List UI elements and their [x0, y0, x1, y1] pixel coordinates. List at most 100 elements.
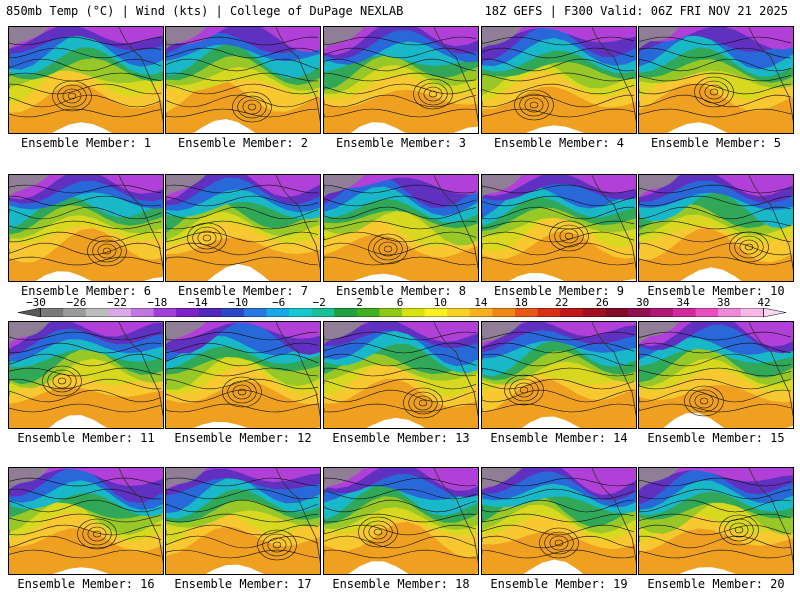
- header-run-info: 18Z GEFS | F300 Valid: 06Z FRI NOV 21 20…: [484, 4, 788, 18]
- ensemble-map-3: [323, 26, 479, 134]
- colorbar-ticks: −30 −26 −22 −18 −14 −10 −6 −2 2 6 10 14 18 22 26 30 34 38…: [0, 296, 800, 309]
- ensemble-member-label: Ensemble Member: 15: [647, 431, 785, 445]
- ensemble-map-8: [323, 174, 479, 282]
- ensemble-member-label: Ensemble Member: 18: [332, 577, 470, 591]
- colorbar-tick-label: −18: [147, 296, 168, 309]
- colorbar-tick-label: 10: [433, 296, 448, 309]
- ensemble-panel-19: Ensemble Member: 19: [481, 467, 637, 591]
- ensemble-panel-13: Ensemble Member: 13: [323, 321, 479, 445]
- ensemble-member-label: Ensemble Member: 8: [335, 284, 467, 298]
- colorbar-swatch: [740, 308, 764, 317]
- ensemble-panel-11: Ensemble Member: 11: [8, 321, 164, 445]
- ensemble-member-label: Ensemble Member: 12: [174, 431, 312, 445]
- ensemble-panel-2: Ensemble Member: 2: [165, 26, 321, 150]
- ensemble-panel-18: Ensemble Member: 18: [323, 467, 479, 591]
- ensemble-map-4: [481, 26, 637, 134]
- ensemble-member-label: Ensemble Member: 6: [20, 284, 152, 298]
- ensemble-panel-5: Ensemble Member: 5: [638, 26, 794, 150]
- ensemble-map-12: [165, 321, 321, 429]
- ensemble-panel-8: Ensemble Member: 8: [323, 174, 479, 298]
- ensemble-panel-20: Ensemble Member: 20: [638, 467, 794, 591]
- colorbar-tick-label: 30: [636, 296, 650, 309]
- ensemble-member-label: Ensemble Member: 5: [650, 136, 782, 150]
- colorbar-swatch: [673, 308, 696, 317]
- colorbar-tick-label: 2: [356, 296, 363, 309]
- ensemble-map-14: [481, 321, 637, 429]
- ensemble-member-label: Ensemble Member: 4: [493, 136, 625, 150]
- ensemble-panel-9: Ensemble Member: 9: [481, 174, 637, 298]
- colorbar-swatch: [379, 308, 403, 317]
- colorbar-swatch: [334, 308, 358, 317]
- colorbar-swatch: [695, 308, 719, 317]
- colorbar-tick-label: −6: [272, 296, 286, 309]
- colorbar-tick-label: −26: [66, 296, 87, 309]
- ensemble-panel-12: Ensemble Member: 12: [165, 321, 321, 445]
- colorbar-swatch: [108, 308, 132, 317]
- colorbar-tick-label: 18: [514, 296, 528, 309]
- ensemble-panel-15: Ensemble Member: 15: [638, 321, 794, 445]
- colorbar-swatch: [627, 308, 651, 317]
- colorbar-swatch: [130, 308, 154, 317]
- ensemble-panel-4: Ensemble Member: 4: [481, 26, 637, 150]
- ensemble-member-label: Ensemble Member: 10: [647, 284, 785, 298]
- colorbar-swatch: [356, 308, 380, 317]
- temperature-colorbar: [18, 308, 786, 317]
- colorbar-tick-label: 14: [474, 296, 488, 309]
- ensemble-panel-3: Ensemble Member: 3: [323, 26, 479, 150]
- colorbar-tick-label: −10: [228, 296, 249, 309]
- ensemble-map-17: [165, 467, 321, 575]
- colorbar-tick-label: −14: [187, 296, 208, 309]
- colorbar-arrow-right: [763, 308, 786, 317]
- ensemble-member-label: Ensemble Member: 9: [493, 284, 625, 298]
- ensemble-map-6: [8, 174, 164, 282]
- colorbar-tick-label: 22: [555, 296, 569, 309]
- colorbar-tick-label: 34: [676, 296, 690, 309]
- colorbar-swatch: [537, 308, 561, 317]
- ensemble-map-19: [481, 467, 637, 575]
- header-title: 850mb Temp (°C) | Wind (kts) | College o…: [6, 4, 404, 18]
- ensemble-panel-7: Ensemble Member: 7: [165, 174, 321, 298]
- colorbar-swatch: [266, 308, 290, 317]
- colorbar-swatch: [311, 308, 335, 317]
- ensemble-panel-6: Ensemble Member: 6: [8, 174, 164, 298]
- ensemble-member-label: Ensemble Member: 2: [177, 136, 309, 150]
- ensemble-member-label: Ensemble Member: 19: [490, 577, 628, 591]
- ensemble-map-18: [323, 467, 479, 575]
- colorbar-swatch: [605, 308, 629, 317]
- ensemble-map-10: [638, 174, 794, 282]
- ensemble-panel-16: Ensemble Member: 16: [8, 467, 164, 591]
- colorbar-swatch: [153, 308, 177, 317]
- colorbar-tick-label: 6: [396, 296, 404, 309]
- colorbar-swatch: [243, 308, 267, 317]
- ensemble-map-13: [323, 321, 479, 429]
- ensemble-panel-14: Ensemble Member: 14: [481, 321, 637, 445]
- colorbar-swatch: [198, 308, 222, 317]
- ensemble-member-label: Ensemble Member: 1: [20, 136, 152, 150]
- colorbar-swatch: [582, 308, 606, 317]
- ensemble-map-11: [8, 321, 164, 429]
- ensemble-map-2: [165, 26, 321, 134]
- ensemble-member-label: Ensemble Member: 20: [647, 577, 785, 591]
- colorbar-swatch: [447, 308, 471, 317]
- ensemble-panel-17: Ensemble Member: 17: [165, 467, 321, 591]
- ensemble-map-20: [638, 467, 794, 575]
- colorbar-swatch: [469, 308, 493, 317]
- colorbar-swatch: [63, 308, 87, 317]
- colorbar-swatch: [650, 308, 674, 317]
- colorbar-tick-label: −2: [312, 296, 326, 309]
- colorbar-tick-label: 42: [757, 296, 771, 309]
- ensemble-map-7: [165, 174, 321, 282]
- ensemble-map-1: [8, 26, 164, 134]
- colorbar-swatch: [40, 308, 64, 317]
- colorbar-swatch: [718, 308, 742, 317]
- colorbar-swatch: [176, 308, 200, 317]
- colorbar-tick-label: −22: [106, 296, 127, 309]
- ensemble-member-label: Ensemble Member: 11: [17, 431, 155, 445]
- colorbar-tick-label: −30: [26, 296, 46, 309]
- ensemble-map-16: [8, 467, 164, 575]
- colorbar-swatch: [424, 308, 448, 317]
- ensemble-member-label: Ensemble Member: 14: [490, 431, 628, 445]
- colorbar-swatch: [514, 308, 538, 317]
- ensemble-map-15: [638, 321, 794, 429]
- ensemble-member-label: Ensemble Member: 17: [174, 577, 312, 591]
